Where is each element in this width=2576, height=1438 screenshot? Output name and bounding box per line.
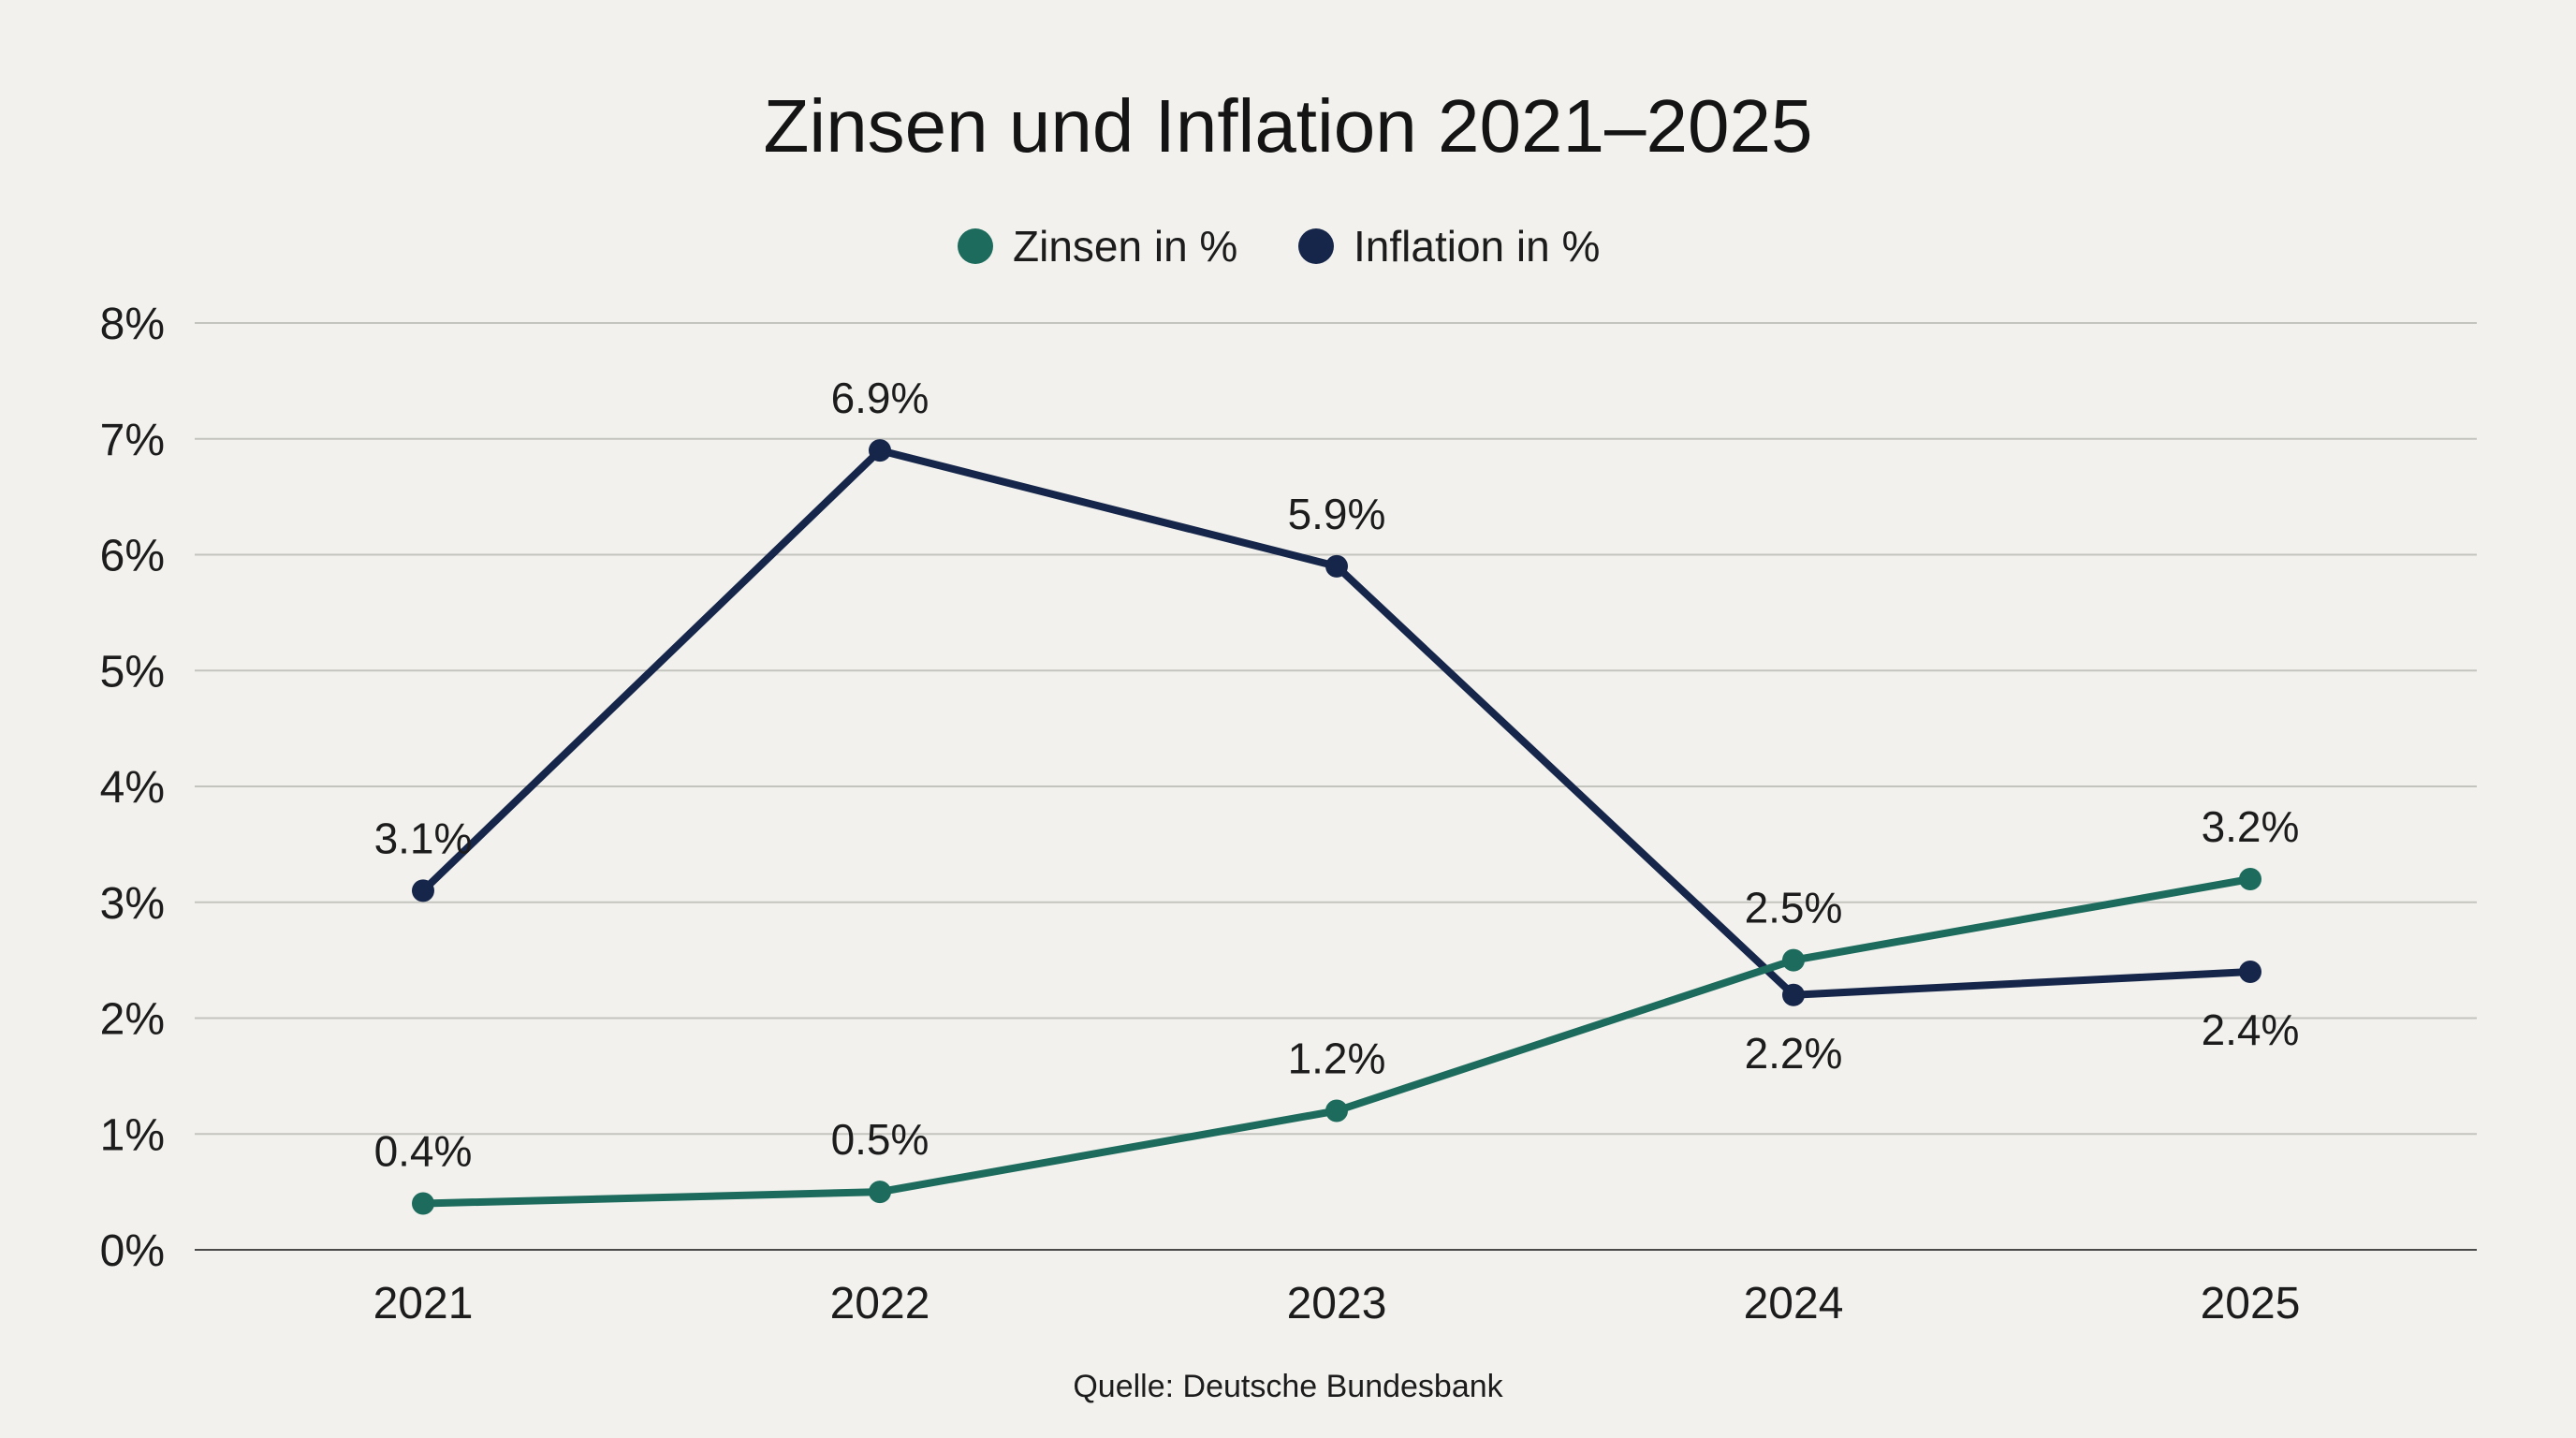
x-tick-label: 2024 [1744, 1279, 1844, 1328]
data-label: 6.9% [831, 374, 929, 422]
legend-label: Inflation in % [1354, 222, 1600, 271]
data-point [869, 1181, 891, 1204]
x-tick-label: 2023 [1287, 1279, 1387, 1328]
y-tick-label: 3% [100, 879, 165, 929]
data-label: 2.5% [1745, 884, 1843, 932]
x-tick-label: 2025 [2201, 1279, 2301, 1328]
data-label: 5.9% [1288, 490, 1386, 538]
gridlines [195, 322, 2477, 1251]
data-label: 3.1% [374, 814, 473, 862]
legend-marker [958, 228, 993, 264]
y-tick-label: 2% [100, 995, 165, 1045]
y-tick-label: 4% [100, 763, 165, 813]
data-label: 2.4% [2202, 1005, 2300, 1054]
data-point [1782, 983, 1805, 1006]
data-point [412, 1192, 434, 1215]
y-tick-label: 6% [100, 532, 165, 581]
y-tick-label: 7% [100, 416, 165, 465]
x-tick-label: 2021 [373, 1279, 474, 1328]
data-point [1782, 948, 1805, 972]
data-label: 0.4% [374, 1127, 473, 1176]
data-point [2239, 868, 2261, 890]
legend: Zinsen in % Inflation in % [958, 222, 1600, 271]
data-label: 1.2% [1288, 1034, 1386, 1083]
y-axis: 0% 1% 2% 3% 4% 5% 6% 7% 8% [100, 300, 165, 1276]
y-tick-label: 1% [100, 1110, 165, 1160]
data-label: 3.2% [2202, 802, 2300, 851]
data-point [1325, 554, 1348, 578]
data-label: 0.5% [831, 1115, 929, 1164]
x-axis: 2021 2022 2023 2024 2025 [373, 1279, 2301, 1328]
chart-title: Zinsen und Inflation 2021–2025 [764, 84, 1813, 168]
data-labels: 0.4% 0.5% 1.2% 2.5% 3.2% 3.1% 6.9% 5.9% 2.2% 2.4% [374, 374, 2300, 1175]
y-tick-label: 0% [100, 1226, 165, 1276]
y-tick-label: 5% [100, 647, 165, 697]
data-point [1325, 1099, 1348, 1123]
x-tick-label: 2022 [830, 1279, 930, 1328]
data-point [869, 439, 891, 462]
data-point [2239, 961, 2261, 983]
legend-label: Zinsen in % [1013, 222, 1237, 271]
series-points [412, 439, 2261, 1215]
data-point [412, 879, 434, 902]
legend-marker [1298, 228, 1334, 264]
source-note: Quelle: Deutsche Bundesbank [1073, 1369, 1503, 1404]
y-tick-label: 8% [100, 300, 165, 349]
data-label: 2.2% [1745, 1029, 1843, 1078]
